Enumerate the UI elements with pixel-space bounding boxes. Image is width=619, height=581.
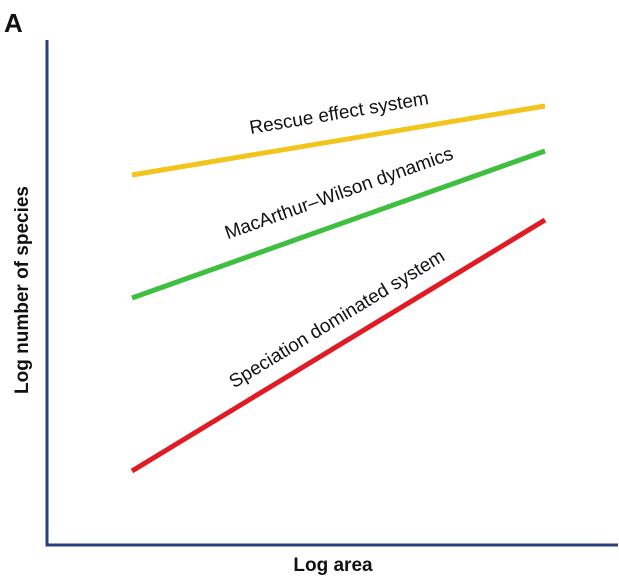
speciation-dominated-line <box>130 217 547 474</box>
macarthur-wilson-line <box>131 148 546 301</box>
rescue-effect-line <box>131 103 546 178</box>
panel-label: A <box>4 8 23 38</box>
y-axis-title: Log number of species <box>12 186 33 394</box>
speciation-dominated-label: Speciation dominated system <box>226 246 449 393</box>
x-axis-title: Log area <box>293 555 373 576</box>
